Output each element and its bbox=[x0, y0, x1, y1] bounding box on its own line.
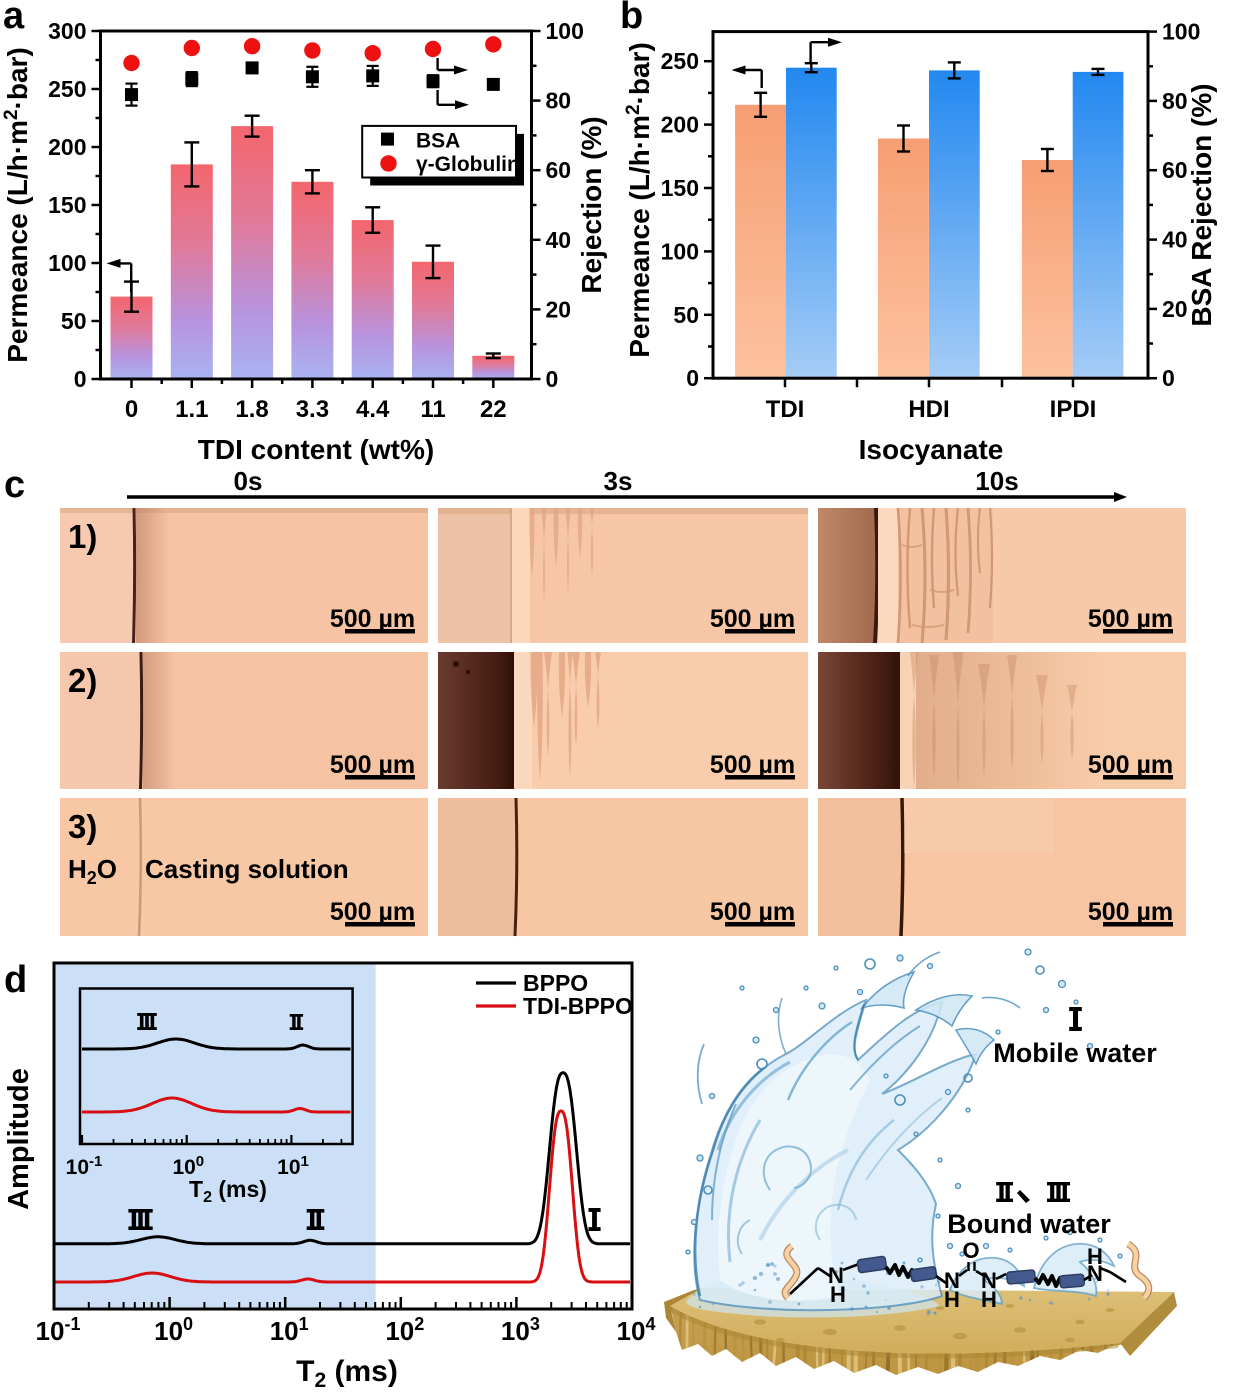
svg-text:500 µm: 500 µm bbox=[330, 751, 415, 779]
svg-text:100: 100 bbox=[661, 238, 699, 264]
svg-text:100: 100 bbox=[154, 1314, 193, 1346]
svg-text:BPPO: BPPO bbox=[523, 970, 588, 996]
svg-text:IPDI: IPDI bbox=[1050, 396, 1097, 423]
svg-text:1.8: 1.8 bbox=[235, 396, 268, 423]
svg-text:0: 0 bbox=[546, 366, 559, 392]
svg-text:BSA Rejection (%): BSA Rejection (%) bbox=[1186, 83, 1217, 326]
svg-text:50: 50 bbox=[61, 308, 87, 334]
svg-text:2): 2) bbox=[68, 662, 97, 699]
svg-text:1): 1) bbox=[68, 518, 97, 555]
svg-text:T2 (ms): T2 (ms) bbox=[189, 1176, 267, 1206]
svg-text:Bound water: Bound water bbox=[947, 1209, 1111, 1239]
svg-text:150: 150 bbox=[661, 175, 699, 201]
svg-text:100: 100 bbox=[172, 1153, 204, 1179]
svg-text:500 µm: 500 µm bbox=[330, 898, 415, 926]
svg-text:γ-Globulin: γ-Globulin bbox=[416, 153, 520, 176]
svg-text:Permeance (L/h·m2·bar): Permeance (L/h·m2·bar) bbox=[623, 42, 655, 358]
svg-text:80: 80 bbox=[546, 88, 572, 114]
svg-text:100: 100 bbox=[48, 250, 86, 276]
svg-text:0: 0 bbox=[125, 396, 138, 423]
svg-text:TDI: TDI bbox=[766, 396, 805, 423]
svg-text:Mobile water: Mobile water bbox=[993, 1038, 1157, 1068]
svg-text:40: 40 bbox=[546, 227, 572, 253]
svg-text:BSA: BSA bbox=[416, 130, 460, 153]
svg-text:40: 40 bbox=[1162, 227, 1188, 253]
svg-text:100: 100 bbox=[1162, 19, 1200, 45]
svg-text:3.3: 3.3 bbox=[296, 396, 329, 423]
svg-text:101: 101 bbox=[270, 1314, 309, 1346]
svg-text:4.4: 4.4 bbox=[356, 396, 390, 423]
svg-text:22: 22 bbox=[480, 396, 507, 423]
svg-text:500 µm: 500 µm bbox=[710, 751, 795, 779]
svg-text:500 µm: 500 µm bbox=[710, 605, 795, 633]
svg-text:20: 20 bbox=[546, 296, 572, 322]
svg-text:11: 11 bbox=[420, 396, 445, 423]
svg-text:500 µm: 500 µm bbox=[1088, 898, 1173, 926]
svg-text:200: 200 bbox=[48, 134, 86, 160]
svg-text:N: N bbox=[981, 1268, 997, 1293]
svg-text:80: 80 bbox=[1162, 88, 1188, 114]
svg-text:H: H bbox=[981, 1287, 997, 1312]
svg-text:1.1: 1.1 bbox=[175, 396, 208, 423]
svg-text:60: 60 bbox=[546, 157, 572, 183]
svg-text:500 µm: 500 µm bbox=[1088, 605, 1173, 633]
svg-text:N: N bbox=[1087, 1261, 1103, 1286]
svg-text:0: 0 bbox=[74, 366, 87, 392]
svg-text:10s: 10s bbox=[975, 466, 1018, 496]
svg-text:20: 20 bbox=[1162, 296, 1188, 322]
svg-text:H: H bbox=[1087, 1244, 1103, 1269]
svg-text:H: H bbox=[830, 1282, 846, 1307]
svg-text:d: d bbox=[4, 959, 27, 1001]
svg-text:Permeance (L/h·m2·bar): Permeance (L/h·m2·bar) bbox=[1, 47, 33, 363]
svg-text:c: c bbox=[4, 464, 25, 506]
svg-text:Isocyanate: Isocyanate bbox=[859, 434, 1004, 465]
svg-text:a: a bbox=[3, 0, 25, 37]
svg-text:0: 0 bbox=[686, 365, 699, 391]
svg-text:0: 0 bbox=[1162, 365, 1175, 391]
svg-text:H: H bbox=[944, 1287, 960, 1312]
svg-text:HDI: HDI bbox=[908, 396, 949, 423]
svg-text:250: 250 bbox=[48, 76, 86, 102]
svg-text:Amplitude: Amplitude bbox=[3, 1068, 35, 1210]
svg-text:102: 102 bbox=[385, 1314, 424, 1346]
svg-text:Rejection (%): Rejection (%) bbox=[576, 116, 607, 293]
svg-text:N: N bbox=[944, 1268, 960, 1293]
svg-text:O: O bbox=[962, 1238, 979, 1263]
svg-text:200: 200 bbox=[661, 112, 699, 138]
svg-text:10-1: 10-1 bbox=[36, 1314, 81, 1346]
svg-text:3): 3) bbox=[68, 808, 97, 845]
svg-text:500 µm: 500 µm bbox=[330, 605, 415, 633]
svg-text:100: 100 bbox=[546, 18, 584, 44]
svg-text:150: 150 bbox=[48, 192, 86, 218]
svg-text:300: 300 bbox=[48, 18, 86, 44]
svg-text:500 µm: 500 µm bbox=[1088, 751, 1173, 779]
svg-text:TDI-BPPO: TDI-BPPO bbox=[523, 993, 633, 1019]
svg-text:104: 104 bbox=[617, 1314, 656, 1346]
svg-text:b: b bbox=[620, 0, 643, 37]
svg-text:TDI content (wt%): TDI content (wt%) bbox=[198, 434, 434, 465]
svg-text:0s: 0s bbox=[234, 466, 263, 496]
svg-text:500 µm: 500 µm bbox=[710, 898, 795, 926]
svg-text:3s: 3s bbox=[604, 466, 633, 496]
svg-text:103: 103 bbox=[501, 1314, 540, 1346]
svg-text:N: N bbox=[828, 1263, 844, 1288]
svg-text:Casting solution: Casting solution bbox=[145, 854, 349, 884]
svg-text:60: 60 bbox=[1162, 157, 1188, 183]
svg-text:T2 (ms): T2 (ms) bbox=[296, 1355, 398, 1392]
svg-text:50: 50 bbox=[673, 302, 699, 328]
svg-text:250: 250 bbox=[661, 48, 699, 74]
